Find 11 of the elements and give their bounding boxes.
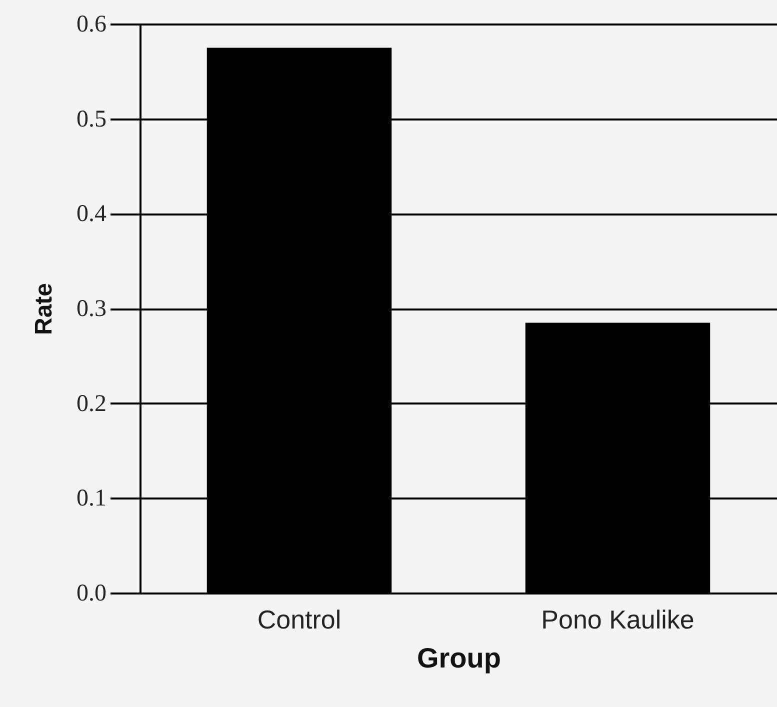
y-tick-label: 0.6	[76, 12, 106, 38]
y-axis-title: Rate	[30, 282, 58, 336]
y-tick-label: 0.3	[76, 296, 106, 322]
y-tick-label: 0.5	[76, 106, 106, 132]
x-axis-title: Group	[417, 642, 501, 674]
y-tick-label: 0.0	[76, 580, 106, 606]
x-tick-label: Control	[257, 604, 342, 634]
y-tick-label: 0.1	[76, 486, 106, 512]
x-tick-label: Pono Kaulike	[541, 604, 694, 634]
y-tick-label: 0.2	[76, 390, 106, 417]
y-tick-label: 0.4	[76, 201, 106, 228]
